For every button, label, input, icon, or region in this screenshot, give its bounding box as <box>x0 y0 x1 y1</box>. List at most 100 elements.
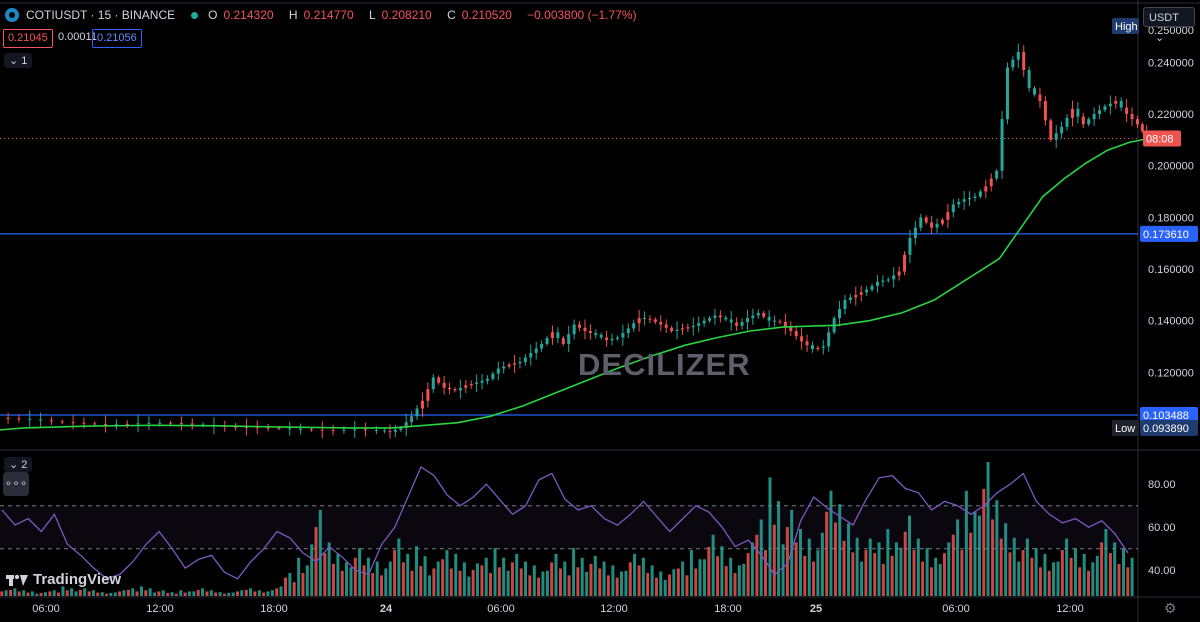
close-value: 0.210520 <box>461 8 512 22</box>
candle-body <box>583 327 587 332</box>
candle-body <box>686 327 690 329</box>
volume-bar <box>52 590 56 596</box>
volume-bar <box>1065 538 1069 596</box>
volume-bar <box>1043 553 1047 596</box>
sell-price-button[interactable]: 0.21045 <box>3 29 53 48</box>
candle-body <box>632 323 636 329</box>
volume-bar <box>698 559 702 596</box>
candle-body <box>480 380 484 383</box>
candle-body <box>924 217 928 223</box>
candle-body <box>626 328 630 333</box>
y-tick-label: 0.240000 <box>1148 57 1194 69</box>
volume-bar <box>262 592 266 596</box>
level1-label: 0.173610 <box>1143 229 1189 241</box>
candle-body <box>567 334 571 344</box>
volume-bar <box>510 562 514 596</box>
x-tick-label: 18:00 <box>260 603 288 615</box>
volume-bar <box>580 557 584 596</box>
volume-bar <box>209 590 213 596</box>
candle-body <box>762 312 766 317</box>
volume-bar <box>279 586 283 596</box>
volume-bar <box>419 566 423 596</box>
volume-bar <box>737 565 741 596</box>
candle-body <box>745 318 749 322</box>
x-tick-label: 25 <box>810 603 822 615</box>
volume-bar <box>816 550 820 596</box>
volume-bar <box>1126 567 1130 596</box>
settings-gear-icon[interactable]: ⚙ <box>1164 600 1177 616</box>
candle-body <box>502 366 506 369</box>
volume-bar <box>200 588 204 596</box>
volume-bar <box>1017 561 1021 596</box>
candle-body <box>496 368 500 374</box>
candle-body <box>843 300 847 310</box>
volume-bar <box>1117 563 1121 596</box>
volume-bar <box>22 590 26 596</box>
pane1-collapse-button[interactable]: ⌄ 1 <box>4 53 33 68</box>
candle-body <box>605 337 609 341</box>
volume-bar <box>812 561 816 596</box>
candle-body <box>60 421 64 423</box>
volume-bar <box>192 591 196 596</box>
volume-bar <box>1078 567 1082 596</box>
volume-bar <box>26 592 30 596</box>
candle-body <box>453 389 457 391</box>
volume-bar <box>703 559 707 596</box>
moving-average-line <box>0 137 1149 431</box>
candle-body <box>17 418 21 420</box>
volume-bar <box>65 590 69 596</box>
candle-body <box>518 362 522 364</box>
volume-bar <box>100 592 104 596</box>
volume-bar <box>153 592 157 596</box>
volume-bar <box>925 548 929 596</box>
candle-body <box>951 204 955 213</box>
volume-bar <box>694 568 698 596</box>
candle-body <box>995 170 999 179</box>
pane2-collapse-button[interactable]: ⌄ 2 <box>4 457 33 472</box>
buy-price-button[interactable]: 0.21056 <box>92 29 142 48</box>
volume-bar <box>393 550 397 596</box>
volume-bar <box>423 556 427 596</box>
candle-body <box>664 324 668 328</box>
candle-body <box>342 429 346 431</box>
candle-body <box>946 212 950 220</box>
volume-bar <box>157 591 161 596</box>
volume-bar <box>606 575 610 596</box>
candle-body <box>353 429 357 431</box>
candle-body <box>805 341 809 346</box>
tradingview-logo[interactable]: TradingView <box>6 571 121 588</box>
candle-body <box>1070 108 1074 118</box>
volume-bar <box>183 592 187 596</box>
volume-bar <box>1056 561 1060 596</box>
volume-bar <box>462 562 466 596</box>
volume-bar <box>633 553 637 596</box>
candle-body <box>448 387 452 390</box>
volume-bar <box>284 577 288 596</box>
candle-body <box>1038 94 1042 102</box>
x-tick-label: 18:00 <box>714 603 742 615</box>
candle-body <box>854 294 858 298</box>
volume-bar <box>257 590 261 596</box>
more-options-button[interactable]: ∘∘∘ <box>3 472 29 496</box>
symbol-title[interactable]: COTIUSDT · 15 · BINANCE <box>26 8 176 22</box>
currency-select[interactable]: USDT ⌄ <box>1143 7 1195 44</box>
candle-body <box>643 318 647 320</box>
volume-bar <box>96 592 100 596</box>
volume-bar <box>982 488 986 596</box>
rsi-band <box>0 505 1138 549</box>
volume-bar <box>397 538 401 596</box>
volume-bar <box>205 591 209 596</box>
volume-bar <box>1052 562 1056 596</box>
high-label: High <box>1115 21 1138 33</box>
candle-body <box>1022 51 1026 71</box>
volume-bar <box>480 565 484 596</box>
candle-body <box>751 315 755 319</box>
candle-body <box>957 201 961 205</box>
candle-body <box>989 178 993 187</box>
volume-bar <box>70 588 74 596</box>
change-value: −0.003800 (−1.77%) <box>527 8 637 22</box>
volume-bar <box>711 534 715 596</box>
volume-bar <box>759 519 763 596</box>
volume-bar <box>471 569 475 596</box>
